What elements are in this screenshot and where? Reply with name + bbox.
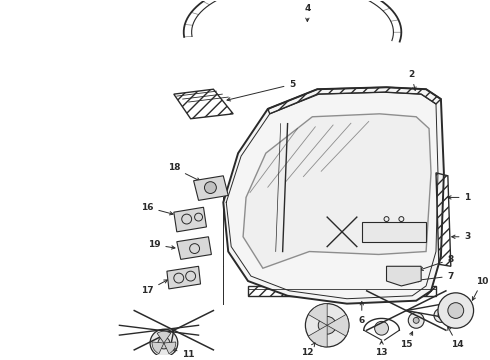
Wedge shape <box>308 303 327 325</box>
Polygon shape <box>387 266 421 286</box>
Circle shape <box>318 316 336 334</box>
Text: 13: 13 <box>375 341 388 357</box>
Text: 19: 19 <box>147 240 175 249</box>
Wedge shape <box>308 325 327 347</box>
Text: 17: 17 <box>141 280 168 295</box>
Text: 10: 10 <box>472 276 489 300</box>
Text: 15: 15 <box>400 332 413 350</box>
Circle shape <box>375 321 389 335</box>
Circle shape <box>434 309 448 322</box>
Circle shape <box>158 337 170 349</box>
Text: 12: 12 <box>301 343 315 357</box>
Text: 4: 4 <box>304 4 311 22</box>
Circle shape <box>204 182 217 193</box>
Polygon shape <box>223 87 444 303</box>
Polygon shape <box>243 114 431 268</box>
Text: 18: 18 <box>168 163 200 181</box>
Bar <box>362 222 426 242</box>
Text: 6: 6 <box>359 302 365 325</box>
Wedge shape <box>164 342 176 354</box>
Polygon shape <box>174 207 206 232</box>
Text: 8: 8 <box>420 255 454 270</box>
Text: 11: 11 <box>172 349 195 359</box>
Text: 1: 1 <box>448 193 471 202</box>
Wedge shape <box>152 342 164 354</box>
Wedge shape <box>157 331 171 343</box>
Circle shape <box>408 312 424 328</box>
Text: 2: 2 <box>408 70 416 90</box>
Text: 7: 7 <box>415 271 454 282</box>
Text: 16: 16 <box>141 203 173 215</box>
Text: 14: 14 <box>448 327 464 350</box>
Polygon shape <box>177 237 211 260</box>
Polygon shape <box>194 176 228 201</box>
Text: 3: 3 <box>452 232 471 241</box>
Polygon shape <box>167 266 200 289</box>
Text: 9: 9 <box>0 359 1 360</box>
Circle shape <box>413 318 419 323</box>
Circle shape <box>448 303 464 318</box>
Circle shape <box>150 329 178 357</box>
Circle shape <box>438 293 473 328</box>
Wedge shape <box>327 315 349 336</box>
Circle shape <box>438 312 444 318</box>
Circle shape <box>305 303 349 347</box>
Text: 5: 5 <box>227 80 295 101</box>
